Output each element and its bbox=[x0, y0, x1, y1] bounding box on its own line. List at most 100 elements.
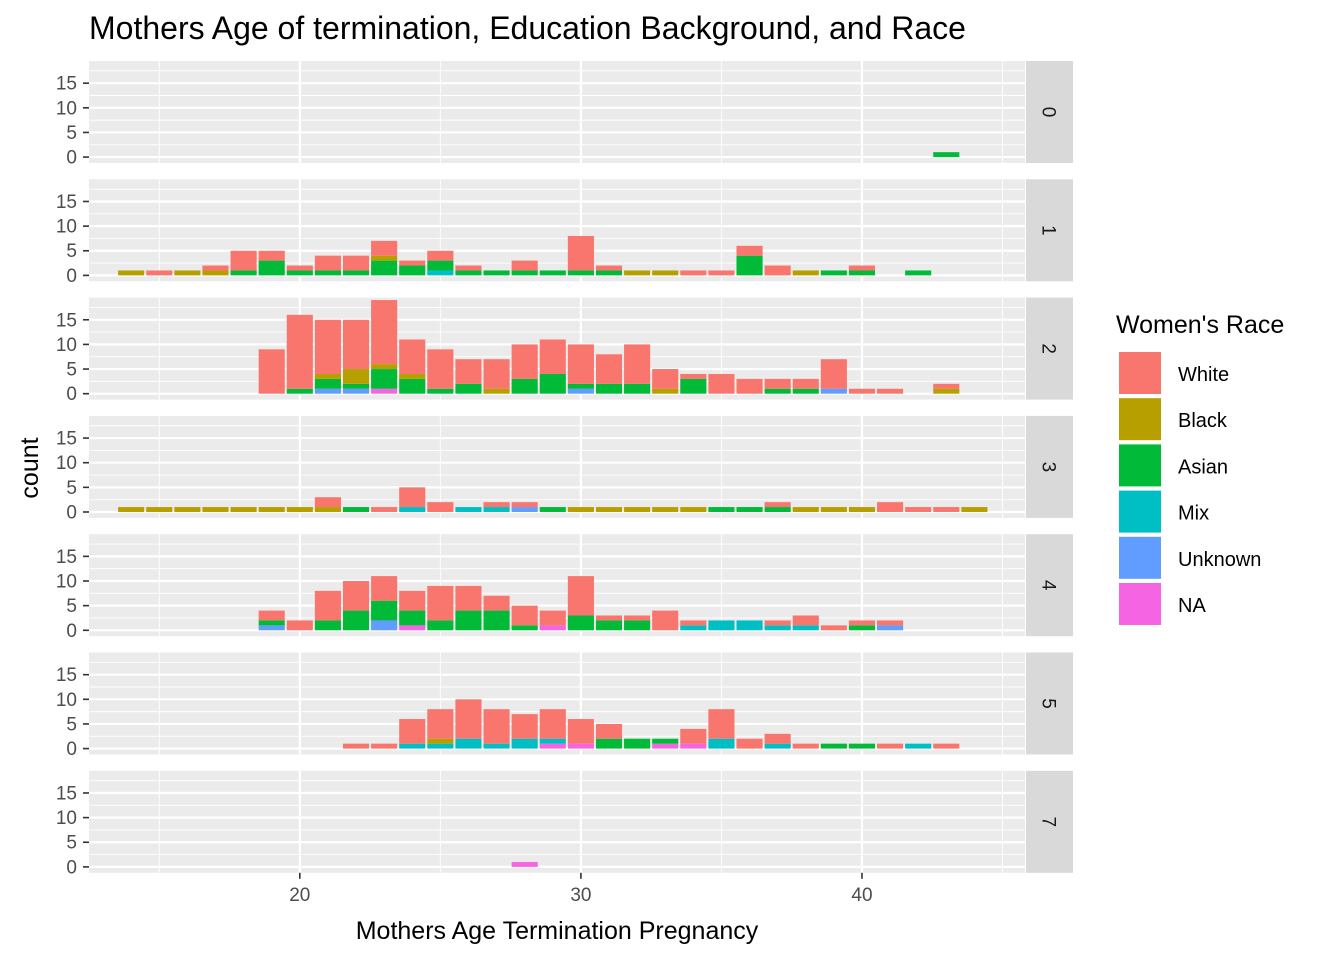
y-tick-label: 0 bbox=[66, 857, 77, 878]
bar-segment-black bbox=[961, 507, 988, 512]
legend-label-white: White bbox=[1178, 364, 1229, 386]
legend-key-black bbox=[1119, 398, 1161, 441]
legend-label-black: Black bbox=[1178, 410, 1228, 432]
bar-segment-white bbox=[877, 620, 904, 626]
facet-panel-2: 0 5 10 15 2 bbox=[56, 297, 1073, 405]
bar-segment-white bbox=[708, 709, 735, 739]
bar-segment-asian bbox=[511, 270, 538, 276]
bar-segment-asian bbox=[848, 743, 876, 749]
bar-segment-black bbox=[371, 255, 398, 261]
bar-segment-asian bbox=[314, 378, 341, 389]
facet-panel-1: 0 5 10 15 1 bbox=[56, 179, 1073, 287]
bar-segment-black bbox=[427, 738, 454, 744]
bar-segment-asian bbox=[595, 383, 623, 394]
bar-segment-white bbox=[708, 373, 735, 394]
bar-segment-white bbox=[736, 245, 763, 256]
bar-segment-black bbox=[792, 507, 819, 512]
bar-segment-black bbox=[652, 270, 679, 276]
y-tick-label: 5 bbox=[66, 833, 77, 854]
bar-segment-white bbox=[483, 595, 510, 611]
bar-segment-black bbox=[202, 507, 229, 512]
y-tick-label: 15 bbox=[56, 429, 77, 450]
bar-segment-white bbox=[877, 502, 904, 512]
bar-segment-white bbox=[399, 719, 426, 744]
bar-segment-black bbox=[567, 507, 594, 512]
x-axis: 20 30 40 bbox=[289, 872, 873, 906]
bar-segment-asian bbox=[342, 383, 370, 389]
bar-segment-mix bbox=[399, 507, 426, 512]
bar-segment-asian bbox=[342, 507, 370, 512]
bar-segment-asian bbox=[314, 620, 341, 631]
legend-title: Women's Race bbox=[1116, 311, 1284, 339]
bar-segment-white bbox=[595, 723, 623, 739]
y-tick-label: 5 bbox=[66, 478, 77, 499]
bar-segment-mix bbox=[708, 620, 735, 631]
bar-segment-white bbox=[342, 319, 370, 370]
bar-segment-asian bbox=[624, 738, 651, 749]
bar-segment-white bbox=[652, 610, 679, 631]
y-tick-label: 15 bbox=[56, 665, 77, 686]
bar-segment-white bbox=[314, 590, 341, 621]
y-tick-label: 5 bbox=[66, 123, 77, 144]
y-tick-label: 5 bbox=[66, 714, 77, 735]
bar-segment-mix bbox=[764, 625, 791, 631]
bar-segment-asian bbox=[511, 378, 538, 394]
bar-segment-white bbox=[792, 743, 819, 749]
bar-segment-black bbox=[652, 388, 679, 394]
facet-strip-label: 4 bbox=[1038, 580, 1059, 591]
bar-segment-asian bbox=[427, 260, 454, 271]
panel-background bbox=[89, 61, 1025, 163]
bar-segment-asian bbox=[483, 610, 510, 631]
bar-segment-black bbox=[342, 369, 370, 384]
bar-segment-white bbox=[399, 339, 426, 374]
facet-strip-label: 1 bbox=[1038, 225, 1059, 236]
bar-segment-asian bbox=[371, 600, 398, 621]
bar-segment-white bbox=[427, 502, 454, 512]
bar-segment-white bbox=[399, 487, 426, 508]
bar-segment-white bbox=[539, 610, 566, 626]
bar-segment-white bbox=[314, 319, 341, 374]
bar-segment-white bbox=[848, 388, 876, 394]
bar-segment-white bbox=[371, 240, 398, 256]
bar-segment-asian bbox=[624, 383, 651, 394]
bar-segment-white bbox=[764, 733, 791, 744]
bar-segment-mix bbox=[483, 507, 510, 512]
bar-segment-mix bbox=[680, 625, 707, 631]
bar-segment-asian bbox=[455, 610, 482, 631]
facet-strip bbox=[1026, 652, 1073, 755]
bar-segment-white bbox=[286, 265, 313, 271]
y-tick-label: 15 bbox=[56, 783, 77, 804]
bar-segment-white bbox=[877, 388, 904, 394]
legend-key-unknown bbox=[1119, 536, 1161, 579]
bar-segment-white bbox=[680, 270, 707, 276]
bar-segment-asian bbox=[427, 388, 454, 394]
bar-segment-white bbox=[371, 743, 398, 749]
bar-segment-unknown bbox=[511, 507, 538, 512]
y-tick-label: 10 bbox=[56, 98, 77, 119]
bar-segment-white bbox=[820, 359, 847, 389]
facet-strip-label: 2 bbox=[1038, 343, 1059, 354]
bar-segment-asian bbox=[399, 610, 426, 626]
bar-segment-na bbox=[567, 743, 594, 749]
facet-panel-0: 0 5 10 15 0 bbox=[56, 61, 1073, 169]
bar-segment-white bbox=[511, 605, 538, 626]
panel-background bbox=[89, 415, 1025, 518]
bar-segment-white bbox=[455, 265, 482, 271]
bar-segment-mix bbox=[708, 738, 735, 749]
facet-strip-label: 7 bbox=[1038, 817, 1059, 828]
bar-segment-white bbox=[230, 250, 257, 271]
bar-segment-asian bbox=[539, 373, 566, 394]
bar-segment-mix bbox=[511, 738, 538, 749]
y-tick-label: 0 bbox=[66, 621, 77, 642]
bar-segment-white bbox=[764, 265, 791, 276]
y-tick-label: 10 bbox=[56, 808, 77, 829]
y-tick-label: 10 bbox=[56, 572, 77, 593]
bar-segment-na bbox=[539, 743, 566, 749]
panel-background bbox=[89, 770, 1025, 873]
bar-segment-asian bbox=[708, 507, 735, 512]
bar-segment-white bbox=[933, 743, 960, 749]
bar-segment-white bbox=[455, 585, 482, 611]
bar-segment-mix bbox=[539, 738, 566, 744]
y-tick-label: 15 bbox=[56, 310, 77, 331]
